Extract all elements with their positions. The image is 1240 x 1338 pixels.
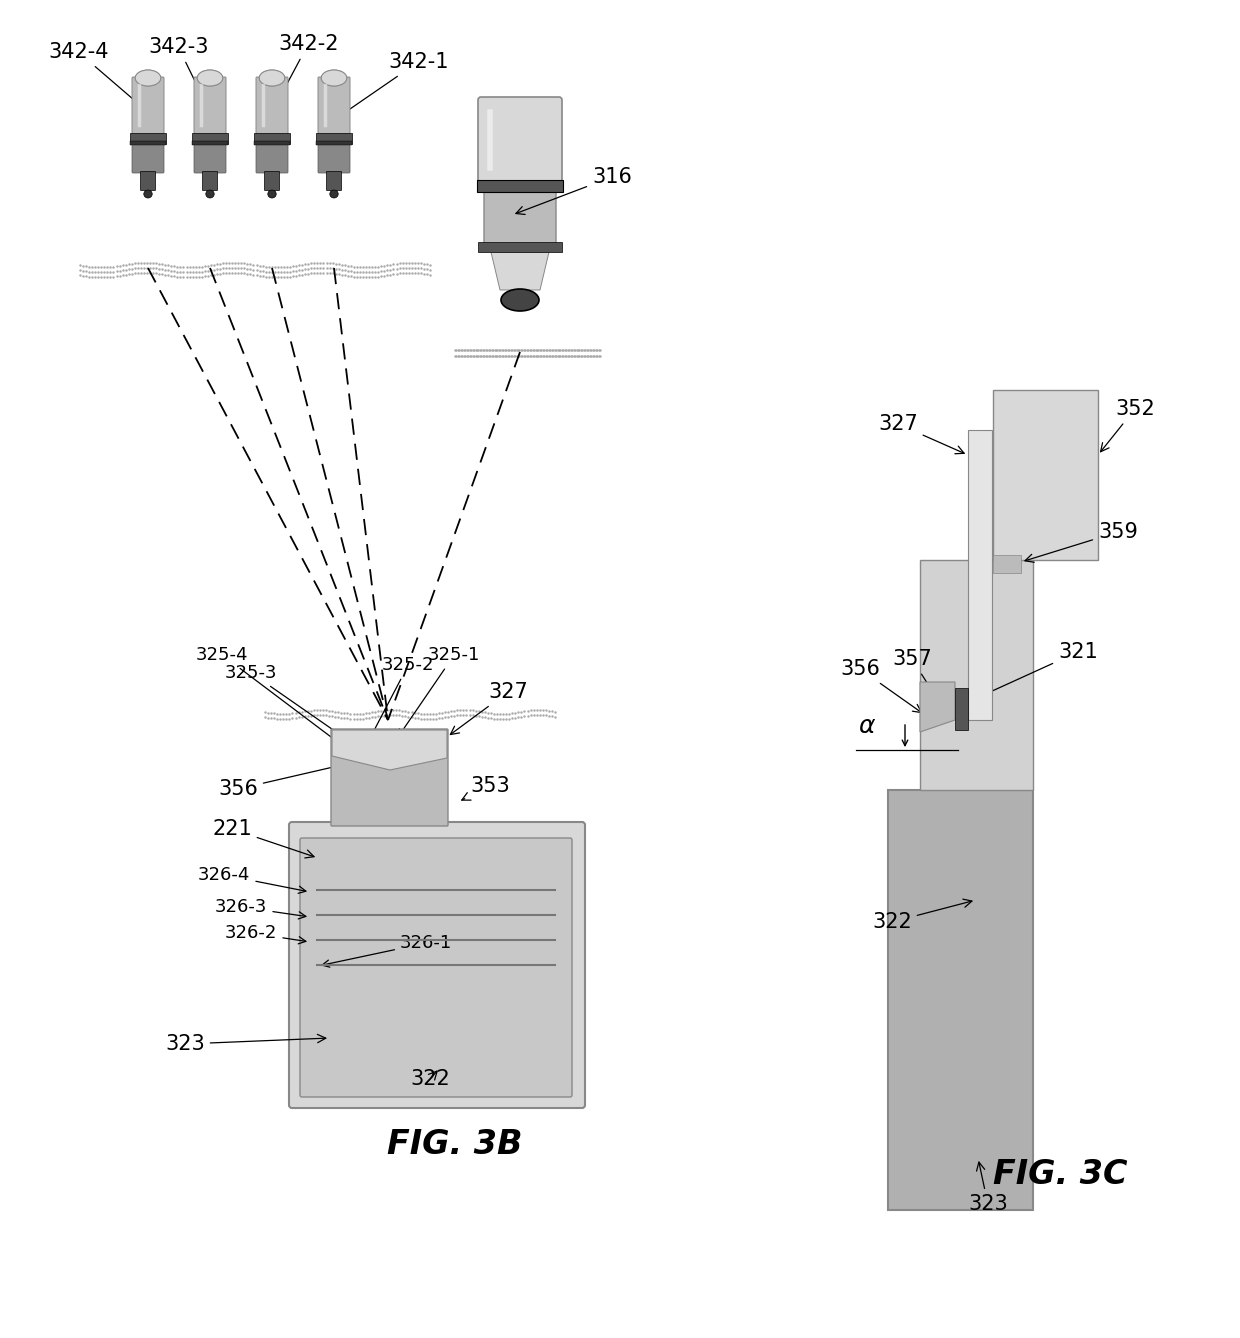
FancyBboxPatch shape (131, 78, 164, 134)
Text: 321: 321 (972, 642, 1097, 701)
Text: 325-4: 325-4 (196, 646, 340, 744)
Text: 325-2: 325-2 (370, 656, 434, 739)
Ellipse shape (135, 70, 161, 86)
FancyBboxPatch shape (331, 729, 448, 826)
Bar (993, 555, 1021, 573)
Bar (955, 688, 968, 731)
Text: 326-4: 326-4 (198, 866, 306, 894)
Bar (130, 132, 166, 145)
Text: 353: 353 (461, 776, 510, 800)
Text: 322: 322 (872, 899, 972, 933)
Bar (254, 140, 290, 145)
Ellipse shape (501, 289, 539, 310)
Bar (920, 561, 1033, 789)
Bar (477, 181, 563, 191)
FancyBboxPatch shape (131, 143, 164, 173)
Text: 359: 359 (1025, 522, 1138, 562)
Ellipse shape (259, 70, 285, 86)
Ellipse shape (135, 70, 161, 86)
FancyBboxPatch shape (326, 171, 341, 190)
Polygon shape (332, 731, 446, 769)
Bar (993, 389, 1097, 561)
Bar (316, 140, 352, 145)
Ellipse shape (321, 70, 347, 86)
Text: 356: 356 (218, 761, 351, 799)
Ellipse shape (321, 70, 347, 86)
Text: 342-3: 342-3 (148, 37, 208, 108)
Text: FIG. 3B: FIG. 3B (387, 1128, 523, 1161)
FancyBboxPatch shape (193, 143, 226, 173)
Text: 323: 323 (968, 1163, 1008, 1214)
FancyBboxPatch shape (289, 822, 585, 1108)
Text: 325-1: 325-1 (398, 646, 480, 736)
Polygon shape (491, 252, 549, 290)
Ellipse shape (206, 190, 215, 198)
Bar (192, 140, 228, 145)
FancyBboxPatch shape (140, 171, 155, 190)
Text: 327: 327 (878, 413, 965, 454)
Text: 352: 352 (1101, 399, 1154, 452)
Text: 322: 322 (410, 1069, 450, 1089)
FancyBboxPatch shape (317, 143, 350, 173)
Text: 326-1: 326-1 (322, 934, 453, 967)
Bar (968, 429, 992, 720)
Text: 323: 323 (165, 1034, 326, 1054)
Polygon shape (920, 682, 955, 732)
Ellipse shape (197, 70, 223, 86)
Text: 357: 357 (892, 649, 936, 697)
Text: 342-1: 342-1 (337, 52, 449, 118)
Bar (192, 132, 228, 145)
Text: FIG. 3C: FIG. 3C (993, 1159, 1127, 1192)
Text: 342-2: 342-2 (274, 33, 339, 108)
Ellipse shape (268, 190, 277, 198)
Ellipse shape (197, 70, 223, 86)
FancyBboxPatch shape (484, 190, 556, 244)
Text: 327: 327 (450, 682, 528, 735)
Ellipse shape (259, 70, 285, 86)
Bar (477, 242, 562, 252)
Text: 342-4: 342-4 (48, 41, 145, 110)
Text: 326-2: 326-2 (224, 925, 306, 943)
Bar (254, 132, 290, 145)
Bar (316, 132, 352, 145)
FancyBboxPatch shape (264, 171, 279, 190)
FancyBboxPatch shape (202, 171, 217, 190)
Text: 356: 356 (839, 660, 921, 713)
Text: 326-3: 326-3 (215, 898, 306, 919)
FancyBboxPatch shape (477, 96, 562, 183)
FancyBboxPatch shape (300, 838, 572, 1097)
Ellipse shape (144, 190, 153, 198)
Bar (888, 789, 1033, 1210)
Ellipse shape (330, 190, 339, 198)
Bar (130, 140, 166, 145)
Text: 221: 221 (212, 819, 314, 858)
FancyBboxPatch shape (193, 78, 226, 134)
Text: 316: 316 (516, 167, 632, 214)
FancyBboxPatch shape (255, 78, 288, 134)
FancyBboxPatch shape (317, 78, 350, 134)
FancyBboxPatch shape (255, 143, 288, 173)
Text: $\alpha$: $\alpha$ (858, 714, 877, 739)
Text: 325-3: 325-3 (224, 664, 348, 741)
